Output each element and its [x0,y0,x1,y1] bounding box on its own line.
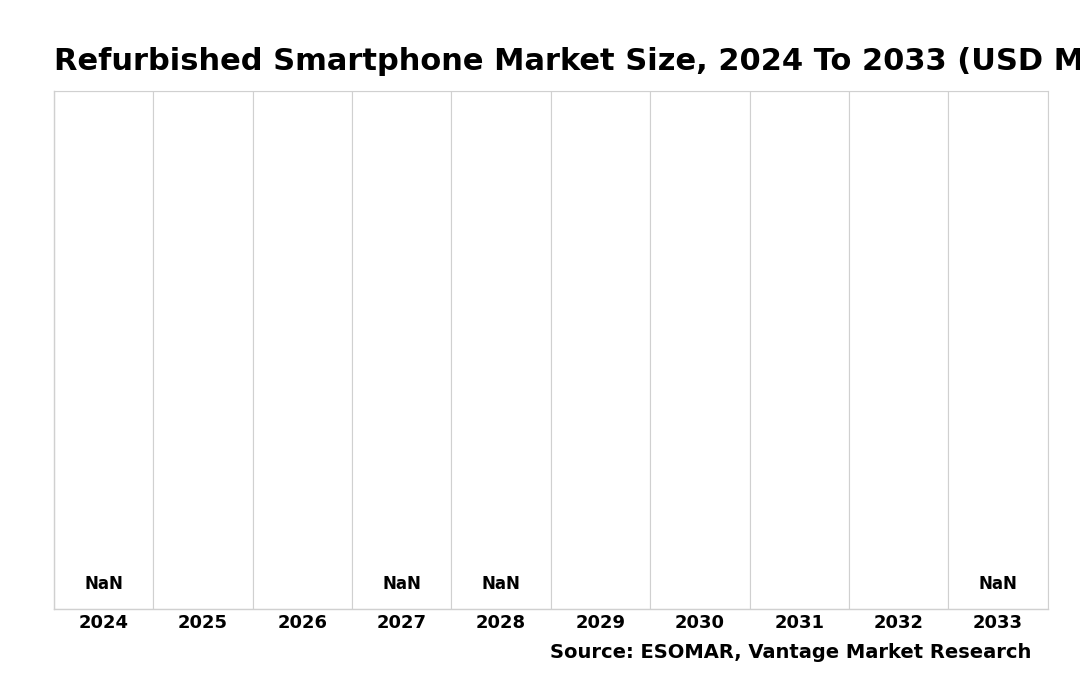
Bar [352,91,451,609]
Bar [153,91,253,609]
Text: NaN: NaN [482,575,521,594]
Bar [849,91,948,609]
Bar [551,91,650,609]
Bar [750,91,849,609]
Text: Source: ESOMAR, Vantage Market Research: Source: ESOMAR, Vantage Market Research [550,643,1031,662]
Text: NaN: NaN [382,575,421,594]
Bar [54,91,153,609]
Bar [650,91,750,609]
Bar [451,91,551,609]
Text: NaN: NaN [978,575,1017,594]
Text: Refurbished Smartphone Market Size, 2024 To 2033 (USD Million): Refurbished Smartphone Market Size, 2024… [54,47,1080,76]
Bar [948,91,1048,609]
Text: NaN: NaN [84,575,123,594]
Bar [253,91,352,609]
